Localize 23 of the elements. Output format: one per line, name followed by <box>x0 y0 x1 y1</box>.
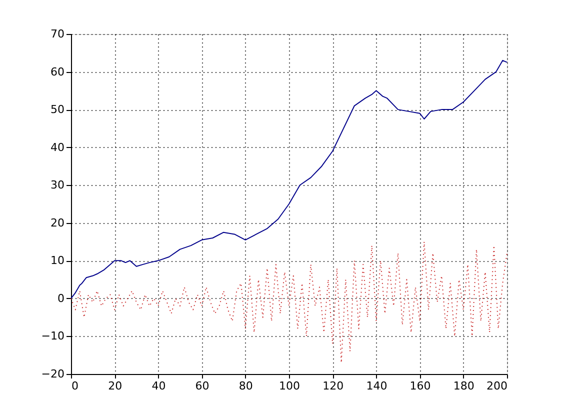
x-tick-label: 40 <box>152 380 166 392</box>
x-tick-label: 80 <box>238 380 253 392</box>
y-tick-label: 20 <box>50 216 64 230</box>
y-tick-label: 30 <box>50 178 64 192</box>
x-tick-label: 180 <box>453 380 474 392</box>
x-tick-label: 100 <box>279 380 300 392</box>
x-tick-label: 200 <box>486 380 508 392</box>
x-tick-label: 20 <box>108 380 122 392</box>
x-tick-label: 160 <box>410 380 431 392</box>
y-tick-label: 50 <box>50 103 64 116</box>
y-tick-label: 60 <box>50 65 64 78</box>
y-tick-label: 0 <box>58 292 64 305</box>
line-series <box>70 241 508 364</box>
y-tick-label: 70 <box>50 28 64 40</box>
y-tick-label: −20 <box>41 368 64 380</box>
y-tick-label: 40 <box>50 140 64 154</box>
y-tick-label: 10 <box>50 254 64 268</box>
x-tick-label: 120 <box>322 380 344 392</box>
x-tick-label: 60 <box>195 380 210 392</box>
x-tick-label: 140 <box>366 380 388 392</box>
x-tick-label: 0 <box>72 380 78 392</box>
line-series <box>70 60 508 299</box>
y-tick-label: −10 <box>41 330 64 343</box>
